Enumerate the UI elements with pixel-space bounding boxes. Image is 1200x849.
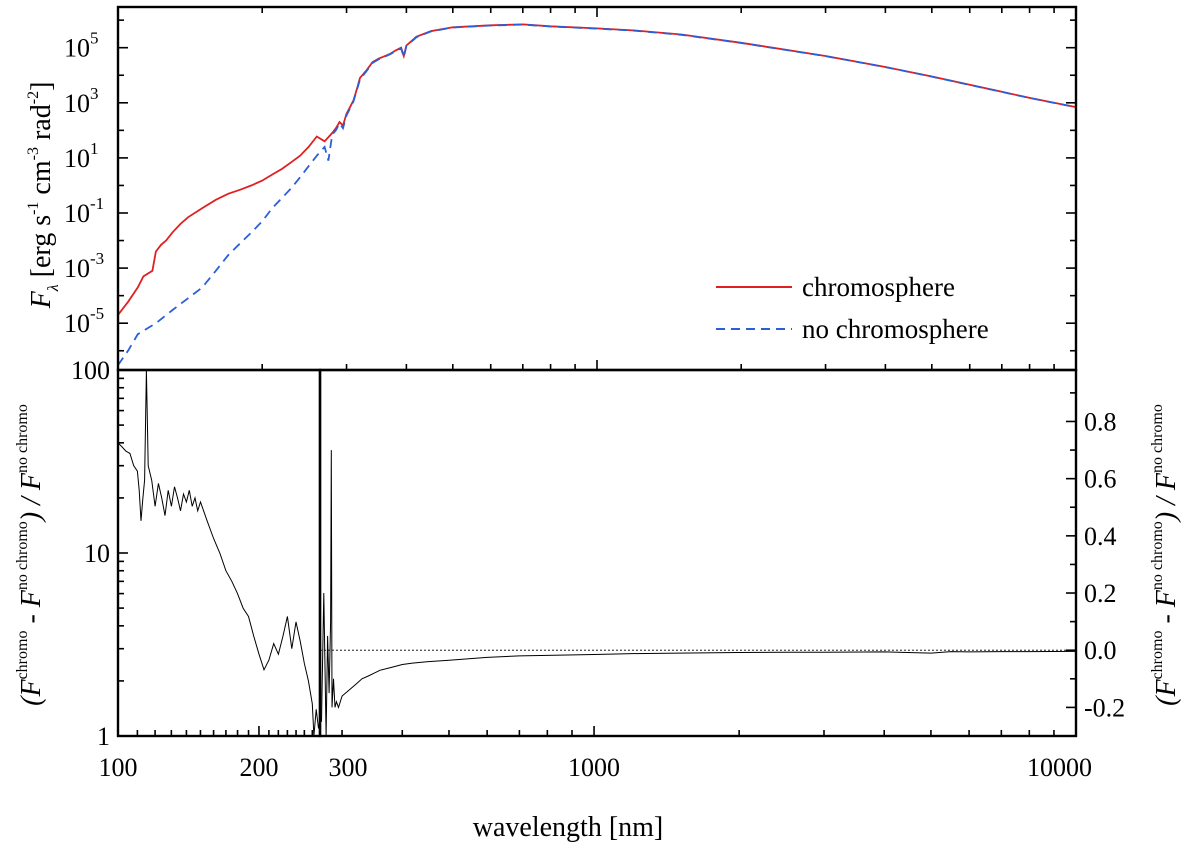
bottom-right-ytick-label: 0.0 — [1084, 636, 1117, 665]
top-series-line-1 — [117, 23, 1077, 366]
bottom-left-panel-frame — [116, 368, 322, 738]
x-axis-label: wavelength [nm] — [473, 812, 664, 843]
bottom-right-series-line-0 — [321, 450, 1077, 737]
bottom-right-xtick-label: 1000 — [568, 753, 620, 782]
bottom-right-xtick-label: 10000 — [1027, 753, 1092, 782]
top-ytick-label: 10-3 — [64, 249, 104, 283]
bottom-right-ytick-label: -0.2 — [1084, 693, 1125, 722]
bottom-right-xtick-label: 300 — [329, 753, 368, 782]
top-ytick-label: 103 — [64, 84, 99, 118]
bottom-left-ytick-label: 100 — [71, 356, 110, 385]
bottom-left-series-line-0 — [117, 369, 321, 737]
bottom-left-series-group — [117, 369, 321, 737]
bottom-right-series-group — [321, 450, 1077, 737]
bottom-right-ticks-group: -0.2 0.0 0.2 0.4 0.6 0.8 300 1000 10000 — [329, 392, 1125, 782]
bottom-left-ytick-label: 10 — [84, 539, 110, 568]
top-panel: 10-5 10-3 10-1 101 103 105 Fλ [erg s-1 cm-3 r… — [25, 5, 1078, 372]
bottom-right-ytick-label: 0.6 — [1084, 465, 1117, 494]
bottom-right-panel-frame — [318, 368, 1078, 738]
top-ytick-label: 10-1 — [64, 194, 104, 228]
bottom-left-xtick-label: 100 — [99, 753, 138, 782]
bottom-right-ytick-label: 0.2 — [1084, 579, 1117, 608]
top-ytick-label: 105 — [64, 29, 99, 63]
top-ylabel: Fλ [erg s-1 cm-3 rad-2] — [25, 82, 62, 310]
legend-label-chromosphere: chromosphere — [802, 272, 955, 302]
bottom-right-panel: -0.2 0.0 0.2 0.4 0.6 0.8 300 1000 10000 — [318, 368, 1125, 782]
top-ytick-label: 101 — [64, 139, 99, 173]
bottom-left-xtick-label: 200 — [239, 753, 278, 782]
legend-label-no-chromosphere: no chromosphere — [802, 314, 989, 344]
bottom-right-ytick-label: 0.4 — [1084, 522, 1117, 551]
bottom-left-ticks-group: 1 10 100 100 200 — [71, 356, 321, 782]
bottom-left-ylabel: (Fchromo - Fno chromo) / Fno chromo — [14, 404, 47, 706]
bottom-right-ytick-label: 0.8 — [1084, 407, 1117, 436]
legend: chromosphere no chromosphere — [716, 272, 989, 344]
top-series-group — [117, 23, 1077, 366]
bottom-right-ylabel: (Fchromo - Fno chromo) / Fno chromo — [1149, 404, 1182, 706]
bottom-left-ytick-label: 1 — [97, 722, 110, 751]
top-ytick-label: 10-5 — [64, 304, 104, 338]
bottom-left-panel: 1 10 100 100 200 — [71, 356, 322, 782]
